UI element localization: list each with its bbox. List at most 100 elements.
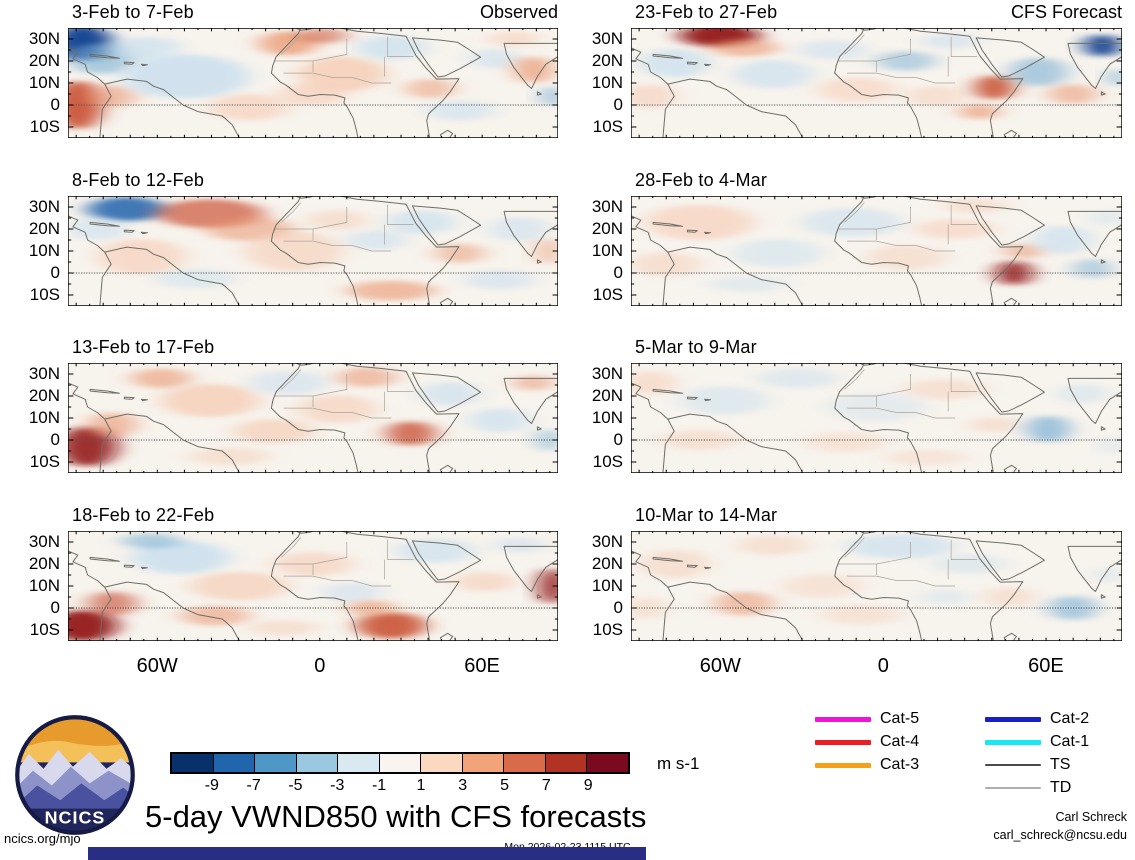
legend-label: TD [1050, 779, 1072, 796]
panel-title: 28-Feb to 4-Mar [635, 170, 768, 190]
y-tick-label: 20N [591, 386, 623, 405]
colorbar-segment [172, 754, 214, 772]
y-tick-label: 10S [29, 117, 60, 136]
main-title: 5-day VWND850 with CFS forecasts [145, 799, 647, 834]
column-header: CFS Forecast [1010, 2, 1122, 22]
map-panel-8-feb-to-12-feb [68, 196, 558, 306]
y-tick-label: 20N [28, 51, 60, 70]
y-tick-label: 20N [28, 554, 60, 573]
legend-label: TS [1050, 756, 1071, 773]
y-tick-label: 0 [613, 598, 623, 617]
colorbar-segment [421, 754, 463, 772]
colorbar-segment [255, 754, 297, 772]
legend-item-cat-3: Cat-3 [815, 755, 919, 775]
y-tick-label: 0 [613, 95, 623, 114]
x-tick-label: 60W [136, 655, 178, 677]
y-tick-label: 10N [591, 73, 623, 92]
footer-url: ncics.org/mjo [4, 831, 81, 846]
y-tick-label: 10N [28, 576, 60, 595]
panel-title: 10-Mar to 14-Mar [635, 505, 778, 525]
panel-title: 13-Feb to 17-Feb [72, 337, 215, 357]
colorbar-tick: 3 [458, 777, 468, 794]
panel-title: 8-Feb to 12-Feb [72, 170, 205, 190]
y-tick-label: 0 [613, 430, 623, 449]
x-tick-label: 60W [699, 655, 741, 677]
y-tick-label: 10N [591, 576, 623, 595]
legend-label: Cat-2 [1050, 710, 1090, 727]
map-panel-3-feb-to-7-feb [53, 25, 566, 138]
column-header: Observed [479, 2, 558, 22]
colorbar-tick: 5 [500, 777, 509, 794]
logo-ring [15, 715, 135, 835]
y-tick-label: 30N [591, 29, 623, 48]
y-tick-label: 10S [592, 117, 623, 136]
colorbar-tick: -9 [204, 777, 219, 794]
legend-label: Cat-1 [1050, 733, 1090, 750]
colorbar-tick: -7 [246, 777, 261, 794]
y-tick-label: 10S [592, 285, 623, 304]
y-tick-label: 20N [28, 386, 60, 405]
colorbar-tick: 9 [583, 777, 593, 794]
map-panel-13-feb-to-17-feb [58, 363, 558, 473]
map-panel-28-feb-to-4-mar [631, 196, 1122, 306]
legend-line [985, 739, 1041, 745]
y-tick-label: 10N [591, 408, 623, 427]
y-tick-label: 30N [28, 197, 60, 216]
legend-line [815, 716, 871, 722]
y-tick-label: 0 [50, 263, 60, 282]
x-tick-label: 0 [314, 655, 326, 677]
map-panel-10-mar-to-14-mar [626, 531, 1122, 641]
x-tick-label: 60E [464, 655, 500, 677]
colorbar-tick: -1 [371, 777, 387, 794]
legend-label: Cat-3 [880, 756, 920, 773]
y-tick-label: 0 [50, 95, 60, 114]
credit-email: carl_schreck@ncsu.edu [993, 828, 1127, 842]
logo-text: NCICS [45, 807, 106, 827]
legend-item-cat-1: Cat-1 [985, 732, 1089, 752]
colorbar-segment [213, 754, 256, 772]
y-tick-label: 0 [613, 263, 623, 282]
y-tick-label: 30N [28, 29, 60, 48]
colorbar-tick-labels: -9 -7 -5 -3 -1 1 3 5 7 9 [170, 777, 630, 797]
y-tick-label: 20N [28, 219, 60, 238]
legend-label: Cat-4 [880, 733, 920, 750]
x-tick-label: 0 [877, 655, 889, 677]
colorbar-tick: -5 [288, 777, 303, 794]
y-tick-label: 10N [28, 408, 60, 427]
legend-item-cat-2: Cat-2 [985, 709, 1089, 729]
y-tick-label: 10S [592, 452, 623, 471]
bottom-bar [88, 847, 646, 860]
legend-line [985, 787, 1041, 789]
colorbar-segment [462, 754, 505, 772]
y-tick-label: 10S [592, 620, 623, 639]
legend-item-ts: TS [985, 755, 1070, 775]
map-panel-23-feb-to-27-feb [626, 24, 1127, 138]
panel-title: 5-Mar to 9-Mar [635, 337, 757, 357]
colorbar-tick: 7 [541, 777, 551, 794]
y-tick-label: 30N [591, 364, 623, 383]
ncics-logo-art: NCICS [15, 715, 135, 835]
panel-title: 18-Feb to 22-Feb [72, 505, 215, 525]
y-tick-label: 10N [28, 73, 60, 92]
colorbar-segment [504, 754, 546, 772]
y-tick-label: 30N [591, 532, 623, 551]
x-tick-label: 60E [1028, 655, 1064, 677]
legend-item-td: TD [985, 778, 1071, 798]
y-tick-label: 10S [29, 452, 60, 471]
legend-line [985, 763, 1041, 767]
legend-item-cat-5: Cat-5 [815, 709, 919, 729]
colorbar-tick: -3 [330, 777, 345, 794]
colorbar-segment [379, 754, 422, 772]
y-tick-label: 0 [50, 598, 60, 617]
y-tick-label: 10N [28, 241, 60, 260]
y-tick-label: 30N [28, 532, 60, 551]
y-tick-label: 30N [591, 197, 623, 216]
colorbar-segment [545, 754, 588, 772]
y-tick-label: 0 [50, 430, 60, 449]
y-tick-label: 30N [28, 364, 60, 383]
y-tick-label: 10S [29, 620, 60, 639]
y-tick-label: 10N [591, 241, 623, 260]
colorbar-segment [296, 754, 339, 772]
y-tick-label: 10S [29, 285, 60, 304]
